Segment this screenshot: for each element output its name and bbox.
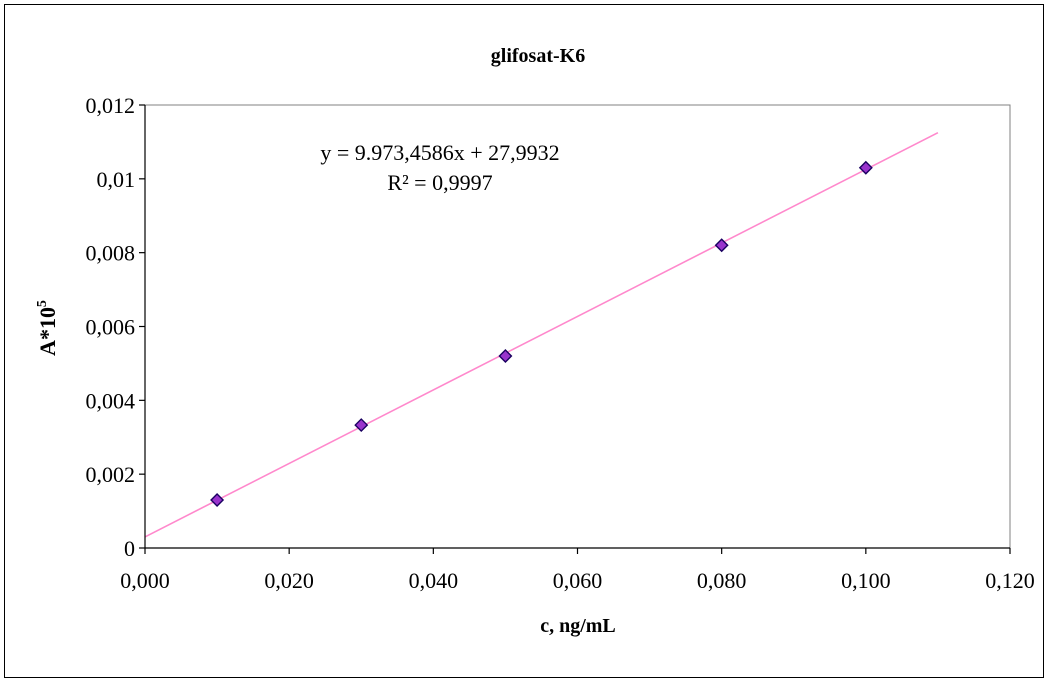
x-tick-label: 0,100: [841, 568, 891, 593]
x-tick-label: 0,060: [553, 568, 603, 593]
y-tick-label: 0,002: [86, 462, 136, 487]
data-point: [210, 493, 225, 507]
chart-title: glifosat-K6: [491, 45, 585, 67]
data-point: [714, 238, 729, 253]
data-point: [858, 160, 873, 175]
trendline-equation: y = 9.973,4586x + 27,9932: [320, 140, 559, 165]
x-tick-label: 0,040: [409, 568, 459, 593]
y-tick-label: 0,004: [86, 388, 136, 413]
y-axis-label: A*105: [35, 300, 60, 356]
plot-area: [144, 104, 1011, 549]
data-point: [354, 418, 369, 433]
y-tick-label: 0,006: [86, 315, 136, 340]
y-axis: 0 0,002 0,004 0,006 0,008 0,01 0,012: [86, 93, 146, 561]
x-axis-label: c, ng/mL: [540, 615, 616, 637]
y-tick-label: 0,012: [86, 93, 136, 118]
y-tick-label: 0,01: [97, 167, 136, 192]
y-axis-label-superscript: 5: [35, 300, 50, 307]
y-tick-label: 0: [124, 536, 135, 561]
trendline: [144, 131, 939, 538]
data-point: [498, 349, 513, 364]
y-tick-label: 0,008: [86, 241, 136, 266]
r-squared-label: R² = 0,9997: [387, 170, 492, 195]
x-tick-label: 0,000: [120, 568, 170, 593]
x-tick-label: 0,120: [985, 568, 1035, 593]
trendline-group: [144, 131, 939, 538]
x-tick-label: 0,020: [264, 568, 314, 593]
data-points-group: [210, 160, 873, 507]
y-axis-label-main: A*10: [35, 307, 60, 356]
x-axis: 0,000 0,020 0,040 0,060 0,080 0,100 0,120: [120, 547, 1035, 593]
x-tick-label: 0,080: [697, 568, 747, 593]
